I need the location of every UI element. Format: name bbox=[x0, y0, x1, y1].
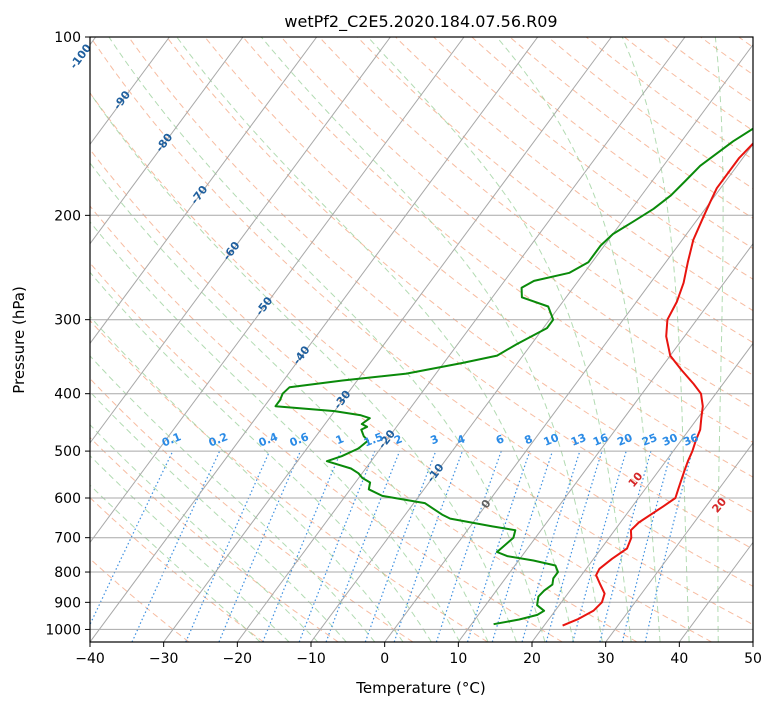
isotherm bbox=[90, 37, 391, 444]
mixing-ratio-label: 30 bbox=[661, 431, 680, 449]
dry-adiabat bbox=[166, 37, 753, 514]
x-tick-label: 50 bbox=[744, 651, 762, 667]
moist-adiabat bbox=[714, 37, 724, 642]
y-tick-label: 500 bbox=[54, 444, 81, 460]
mixing-ratio-label: 20 bbox=[615, 431, 634, 449]
moist-adiabat bbox=[90, 455, 290, 642]
background-lines bbox=[90, 37, 753, 642]
mixing-ratio-label: 13 bbox=[569, 431, 588, 449]
x-tick-label: −10 bbox=[296, 651, 326, 667]
y-tick-label: 100 bbox=[54, 30, 81, 46]
mixing-ratio-line bbox=[298, 450, 376, 642]
y-tick-label: 800 bbox=[54, 565, 81, 581]
y-axis-title: Pressure (hPa) bbox=[10, 286, 28, 394]
mixing-ratio-line bbox=[262, 450, 342, 642]
isotherm bbox=[90, 37, 244, 245]
x-axis-title: Temperature (°C) bbox=[355, 679, 485, 697]
moist-adiabat bbox=[90, 221, 461, 642]
x-tick-label: 0 bbox=[380, 651, 389, 667]
dry-adiabat bbox=[128, 37, 753, 550]
dry-adiabat bbox=[242, 37, 753, 443]
y-tick-label: 400 bbox=[54, 387, 81, 403]
chart-title: wetPf2_C2E5.2020.184.07.56.R09 bbox=[284, 12, 557, 32]
isotherm bbox=[163, 37, 612, 642]
moist-adiabat bbox=[90, 315, 404, 642]
isotherm bbox=[457, 242, 753, 642]
mixing-ratio-line bbox=[364, 450, 437, 642]
isotherm bbox=[90, 37, 318, 345]
dry-adiabat bbox=[90, 377, 414, 642]
moist-adiabat bbox=[260, 37, 603, 642]
series-layer bbox=[274, 127, 753, 627]
dewpoint-profile bbox=[274, 127, 753, 626]
y-tick-label: 900 bbox=[54, 595, 81, 611]
mixing-ratio-line bbox=[466, 450, 531, 642]
y-tick-label: 1000 bbox=[45, 622, 81, 638]
dry-adiabat bbox=[394, 37, 753, 312]
dry-adiabat bbox=[204, 37, 753, 478]
moist-adiabat bbox=[90, 355, 376, 642]
isotherm bbox=[90, 37, 539, 642]
moist-adiabat bbox=[90, 391, 347, 642]
dry-adiabat bbox=[90, 148, 712, 642]
x-tick-label: 30 bbox=[597, 651, 615, 667]
moist-adiabat bbox=[496, 37, 661, 642]
x-tick-label: −30 bbox=[149, 651, 179, 667]
y-tick-label: 700 bbox=[54, 531, 81, 547]
mixing-ratio-label: 3 bbox=[429, 432, 441, 447]
mixing-ratio-label: 8 bbox=[523, 432, 535, 447]
mixing-ratio-label: 25 bbox=[640, 431, 659, 449]
dry-adiabat bbox=[90, 262, 563, 642]
isotherm bbox=[310, 43, 753, 642]
dry-adiabat bbox=[90, 92, 753, 626]
moist-adiabat bbox=[90, 271, 432, 642]
isotherm bbox=[236, 37, 686, 642]
dry-adiabat bbox=[90, 319, 488, 642]
mixing-ratio-line bbox=[599, 450, 652, 642]
plot-frame bbox=[89, 36, 754, 643]
moist-adiabat bbox=[176, 37, 575, 642]
moist-adiabat bbox=[90, 484, 261, 642]
mixing-ratio-label: 16 bbox=[591, 431, 610, 449]
isotherm bbox=[90, 37, 465, 544]
y-tick-label: 200 bbox=[54, 208, 81, 224]
mixing-ratio-line bbox=[218, 450, 302, 642]
dry-adiabat bbox=[90, 37, 753, 587]
mixing-ratio-line bbox=[185, 450, 271, 642]
moist-adiabat bbox=[367, 37, 632, 642]
mixing-ratio-line bbox=[491, 450, 554, 642]
x-tick-label: 40 bbox=[670, 651, 688, 667]
dry-adiabat bbox=[432, 37, 753, 280]
x-tick-label: 20 bbox=[523, 651, 541, 667]
x-tick-label: −20 bbox=[223, 651, 253, 667]
mixing-ratio-line bbox=[545, 450, 603, 642]
x-axis: −40 −30 −20 −10 0 10 20 30 40 50 bbox=[75, 642, 762, 667]
moist-adiabat bbox=[90, 92, 517, 642]
x-tick-label: −40 bbox=[75, 651, 105, 667]
moist-adiabat bbox=[621, 37, 690, 642]
temperature-profile bbox=[562, 142, 753, 627]
isotherm bbox=[90, 37, 170, 146]
mixing-ratio-label: 1 bbox=[334, 432, 346, 447]
x-tick-label: 10 bbox=[449, 651, 467, 667]
y-tick-label: 600 bbox=[54, 491, 81, 507]
isotherm bbox=[531, 342, 753, 642]
isotherm bbox=[384, 143, 753, 642]
y-tick-label: 300 bbox=[54, 313, 81, 329]
dry-adiabat bbox=[356, 37, 753, 344]
y-axis: 100 200 300 400 500 600 700 800 900 1000 bbox=[45, 30, 90, 638]
mixing-ratio-label: 10 bbox=[542, 431, 561, 449]
mixing-ratio-line bbox=[621, 450, 672, 642]
mixing-ratio-label: 36 bbox=[681, 431, 700, 449]
moist-adiabat bbox=[108, 37, 546, 642]
isotherm bbox=[605, 442, 753, 642]
moist-adiabat bbox=[90, 424, 319, 642]
mixing-ratio-label: 2 bbox=[392, 432, 404, 447]
moist-adiabat bbox=[90, 162, 489, 642]
mixing-ratio-line bbox=[325, 450, 401, 642]
grid-lines bbox=[90, 37, 753, 642]
mixing-ratio-line bbox=[435, 450, 502, 642]
